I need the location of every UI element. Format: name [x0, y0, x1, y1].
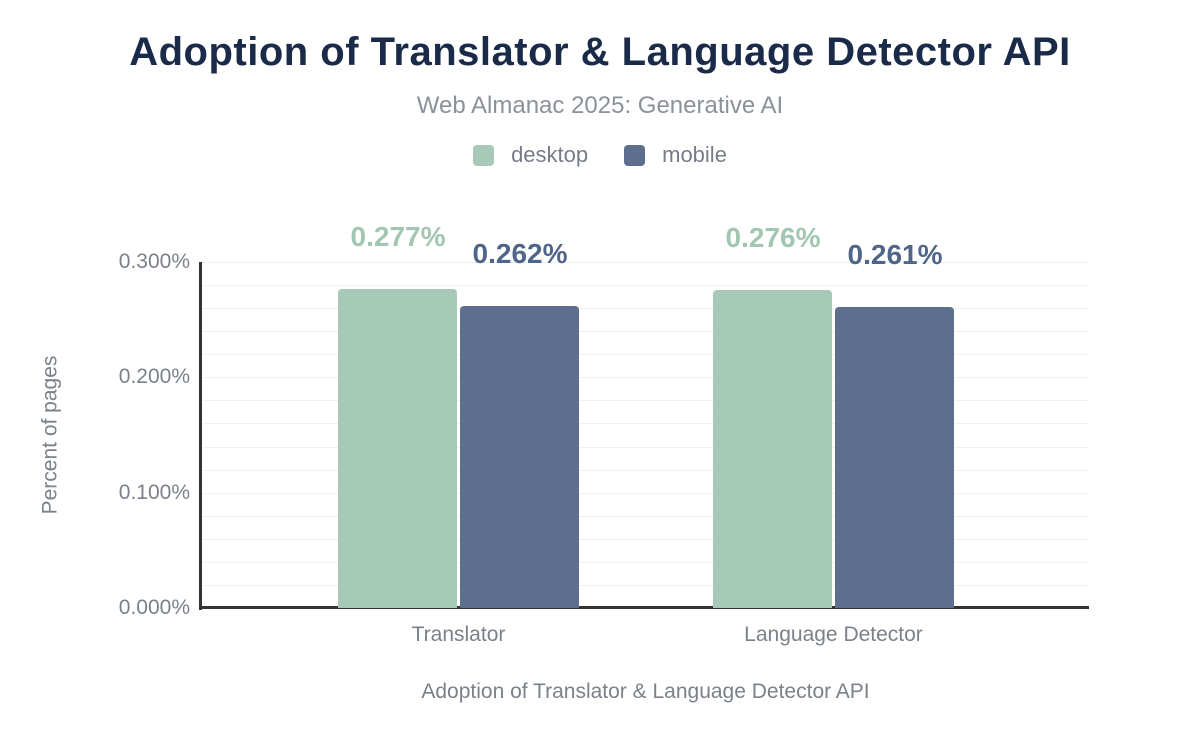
gridline: [202, 561, 1089, 563]
legend: desktop mobile: [0, 142, 1200, 168]
gridline: [202, 584, 1089, 586]
x-axis-line: [199, 606, 1089, 609]
gridline: [202, 446, 1089, 448]
gridline: [202, 285, 1089, 287]
gridline: [202, 377, 1089, 379]
mobile-swatch-icon: [624, 144, 646, 166]
y-tick-label: 0.100%: [118, 480, 190, 504]
category-label-language-detector: Language Detector: [744, 623, 923, 646]
gridline: [202, 331, 1089, 333]
x-axis-title: Adoption of Translator & Language Detect…: [421, 680, 870, 703]
legend-item-desktop[interactable]: desktop: [473, 142, 588, 168]
y-tick-label: 0.300%: [118, 250, 190, 273]
value-label-mobile-translator: 0.262%: [472, 237, 568, 269]
value-label-desktop-translator: 0.277%: [350, 220, 446, 252]
gridline: [202, 538, 1089, 540]
legend-label-mobile: mobile: [662, 142, 727, 167]
gridline: [202, 262, 1089, 263]
bar-group-language-detector: 0.276% 0.261% Language Detector: [713, 223, 954, 646]
gridline: [202, 423, 1089, 425]
bar-desktop-language-detector[interactable]: [713, 289, 832, 608]
gridline: [202, 400, 1089, 402]
value-label-mobile-language-detector: 0.261%: [847, 238, 943, 270]
category-label-translator: Translator: [411, 623, 506, 646]
plot-area: 0.277% 0.262% Translator 0.276% 0.261% L…: [199, 222, 1089, 646]
y-tick-label: 0.000%: [118, 596, 190, 619]
y-tick-label: 0.200%: [118, 365, 190, 389]
value-label-desktop-language-detector: 0.276%: [725, 221, 821, 253]
chart-title: Adoption of Translator & Language Detect…: [129, 30, 1071, 74]
bar-group-translator: 0.277% 0.262% Translator: [338, 222, 579, 646]
gridline: [202, 308, 1089, 310]
desktop-swatch-icon: [473, 144, 495, 166]
chart-subtitle: Web Almanac 2025: Generative AI: [416, 92, 784, 119]
bar-mobile-translator[interactable]: [460, 305, 579, 608]
y-axis-line: [199, 262, 202, 610]
gridline: [202, 469, 1089, 471]
gridline: [202, 492, 1089, 494]
y-axis-title: Percent of pages: [28, 262, 72, 608]
gridline: [202, 515, 1089, 517]
legend-item-mobile[interactable]: mobile: [624, 142, 727, 168]
bar-desktop-translator[interactable]: [338, 288, 457, 608]
bar-mobile-language-detector[interactable]: [835, 306, 954, 608]
legend-label-desktop: desktop: [511, 142, 589, 167]
gridline: [202, 354, 1089, 356]
